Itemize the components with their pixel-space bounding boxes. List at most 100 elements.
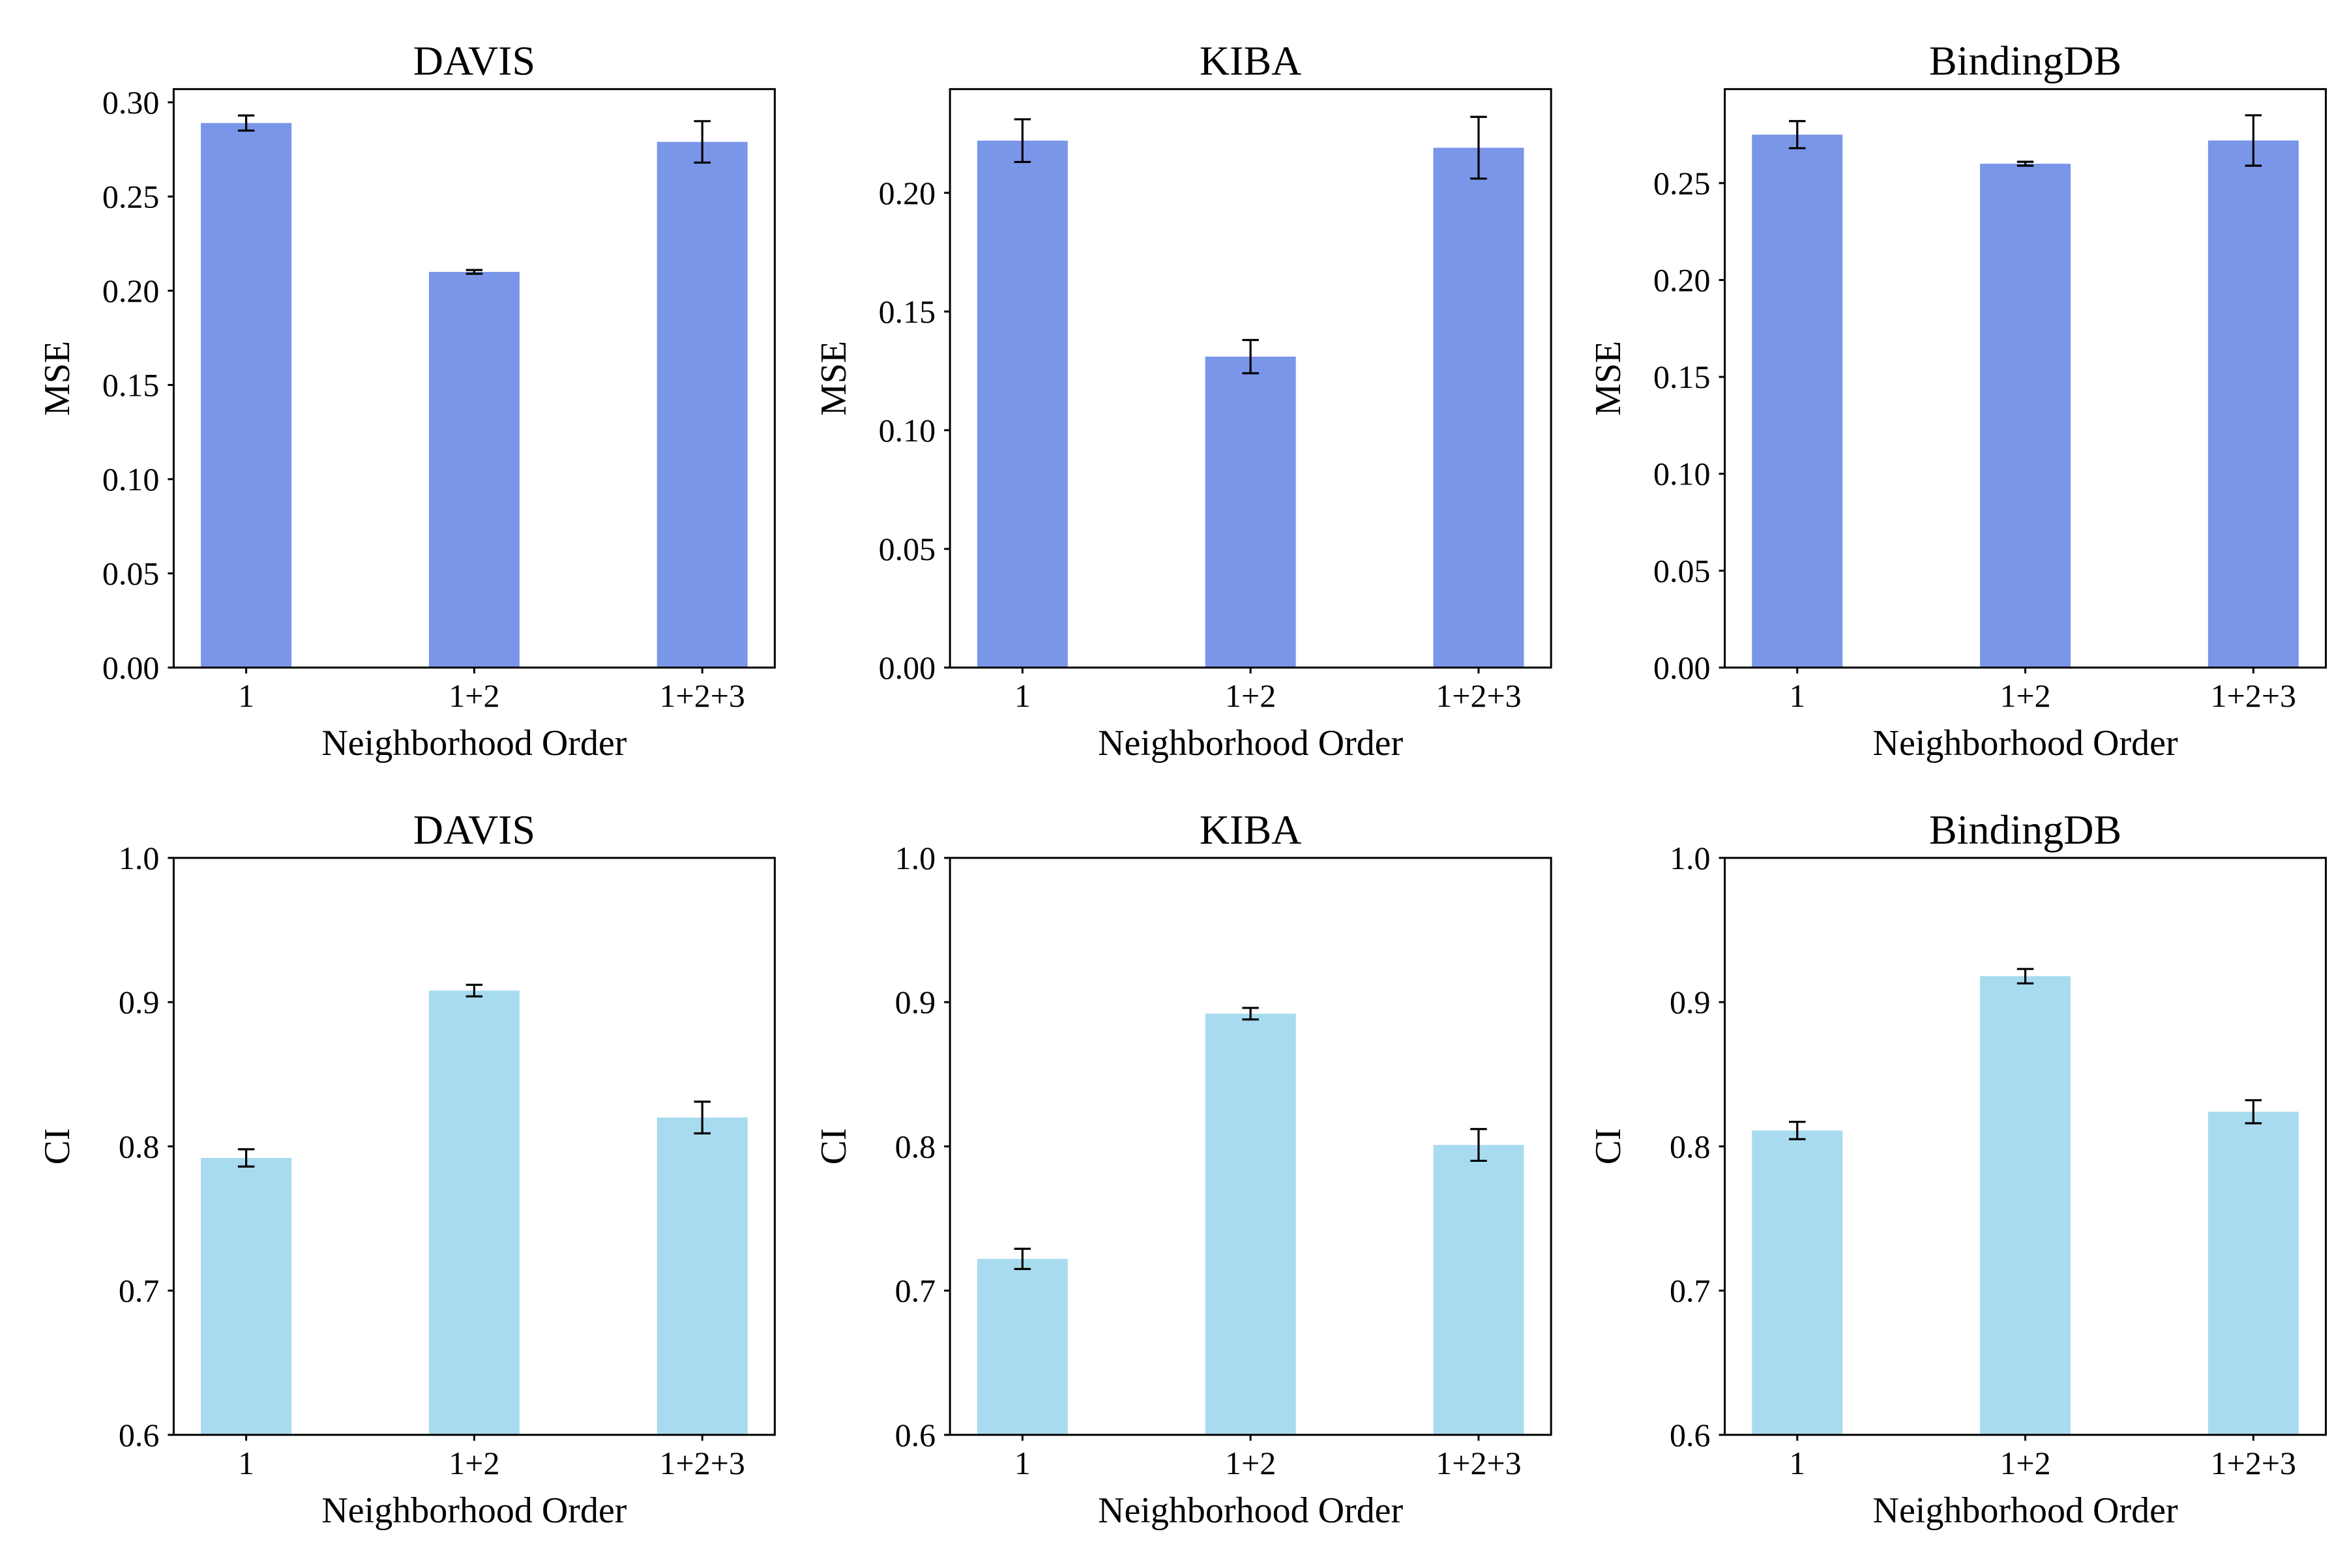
bar-1: [201, 1158, 292, 1435]
error-bar-1+2: [465, 983, 483, 998]
y-tick-label: 0.7: [895, 1273, 936, 1309]
chart-title: DAVIS: [413, 806, 535, 853]
error-bar-1+2+3: [2245, 1099, 2262, 1125]
error-bar-1: [1014, 1247, 1031, 1270]
y-tick-label: 0.10: [1653, 456, 1711, 492]
error-bar-1: [1789, 120, 1806, 149]
y-axis-label: MSE: [814, 341, 854, 416]
y-tick-label: 0.15: [102, 366, 160, 403]
y-tick-label: 0.20: [879, 175, 936, 211]
x-tick-label: 1+2: [2000, 1445, 2050, 1481]
y-tick-label: 0.8: [895, 1128, 936, 1164]
chart-title: BindingDB: [1929, 38, 2121, 84]
x-tick-label: 1+2: [2000, 677, 2050, 714]
chart-title: DAVIS: [413, 38, 535, 84]
y-axis-label: MSE: [37, 341, 78, 416]
bar-1: [977, 1258, 1068, 1435]
chart-panel-5: 0.6 0.7 0.8 0.9 1.0 1 1+2 1+2+3 KIBA Neighborhood…: [814, 806, 1552, 1531]
bar-1+2+3: [657, 1117, 748, 1435]
y-tick-label: 0.25: [1653, 165, 1711, 201]
y-tick-label: 0.9: [895, 984, 936, 1020]
y-tick-label: 0.15: [1653, 359, 1711, 395]
bar-1+2+3: [2207, 1112, 2299, 1435]
y-tick-label: 0.00: [1653, 649, 1711, 686]
y-tick-label: 0.8: [119, 1128, 160, 1164]
error-bar-1: [237, 114, 255, 132]
bar-1+2: [428, 990, 520, 1435]
chart-panel-1: 0.00 0.05 0.10 0.15 0.20 0.25 0.30 1 1+2 1+2+3 DAV…: [37, 38, 776, 763]
error-bar-1+2: [2016, 160, 2034, 167]
y-tick-label: 0.25: [102, 178, 160, 214]
bar-1+2: [1205, 1013, 1296, 1435]
y-tick-label: 0.00: [879, 649, 936, 686]
bar-1+2: [1980, 976, 2071, 1435]
y-tick-label: 0.10: [879, 412, 936, 449]
x-tick-label: 1+2: [449, 1445, 499, 1481]
y-tick-label: 0.6: [1670, 1417, 1711, 1453]
bar-1+2+3: [2207, 140, 2299, 668]
y-tick-label: 0.30: [102, 84, 160, 121]
error-bar-1+2: [1242, 338, 1259, 375]
bar-1: [1752, 1130, 1843, 1435]
y-tick-label: 0.10: [102, 461, 160, 497]
y-tick-label: 0.7: [119, 1273, 160, 1309]
x-tick-label: 1: [238, 1445, 254, 1481]
bar-1: [1752, 134, 1843, 668]
chart-panel-4: 0.6 0.7 0.8 0.9 1.0 1 1+2 1+2+3 DAVIS Neighborhoo…: [37, 806, 776, 1531]
y-tick-label: 0.05: [879, 531, 936, 567]
x-tick-label: 1+2: [1225, 677, 1276, 714]
bar-1+2+3: [657, 141, 748, 668]
x-tick-label: 1: [1789, 1445, 1805, 1481]
error-bar-1+2+3: [1470, 1128, 1487, 1162]
bar-1+2: [428, 272, 520, 668]
y-tick-label: 0.20: [1653, 261, 1711, 298]
x-tick-label: 1+2: [1225, 1445, 1276, 1481]
x-tick-label: 1+2+3: [2211, 677, 2296, 714]
y-axis-label: MSE: [1588, 341, 1629, 416]
y-tick-label: 0.6: [895, 1417, 936, 1453]
x-axis-label: Neighborhood Order: [1873, 723, 2178, 763]
y-tick-label: 0.00: [102, 649, 160, 686]
error-bar-1+2+3: [2245, 114, 2262, 167]
x-axis-label: Neighborhood Order: [321, 723, 627, 763]
y-tick-label: 0.8: [1670, 1128, 1711, 1164]
error-bar-1+2+3: [694, 1101, 711, 1134]
bar-1+2: [1980, 164, 2071, 668]
bar-1: [201, 123, 292, 668]
y-tick-label: 0.05: [1653, 552, 1711, 589]
y-axis-label: CI: [1588, 1128, 1629, 1164]
chart-title: KIBA: [1200, 38, 1301, 84]
x-axis-label: Neighborhood Order: [1098, 1490, 1403, 1531]
y-tick-label: 0.15: [879, 293, 936, 330]
error-bar-1+2: [2016, 968, 2034, 984]
error-bar-1: [237, 1148, 255, 1168]
x-tick-label: 1: [1014, 1445, 1031, 1481]
y-tick-label: 0.20: [102, 273, 160, 309]
x-axis-label: Neighborhood Order: [1873, 1490, 2178, 1531]
error-bar-1+2+3: [694, 120, 711, 164]
x-tick-label: 1+2+3: [660, 1445, 745, 1481]
y-tick-label: 1.0: [119, 840, 160, 876]
error-bar-1: [1789, 1121, 1806, 1140]
y-tick-label: 0.6: [119, 1417, 160, 1453]
chart-panel-2: 0.00 0.05 0.10 0.15 0.20 1 1+2 1+2+3 KIBA Neighbo…: [814, 38, 1552, 763]
x-tick-label: 1+2+3: [1436, 1445, 1521, 1481]
chart-panel-3: 0.00 0.05 0.10 0.15 0.20 0.25 1 1+2 1+2+3 Binding…: [1588, 38, 2327, 763]
bar-1+2+3: [1433, 1145, 1524, 1435]
x-axis-label: Neighborhood Order: [1098, 723, 1403, 763]
x-tick-label: 1+2+3: [1436, 677, 1521, 714]
chart-panel-6: 0.6 0.7 0.8 0.9 1.0 1 1+2 1+2+3 BindingDB Neighbo…: [1588, 806, 2327, 1531]
error-bar-1+2: [1242, 1007, 1259, 1021]
y-tick-label: 0.7: [1670, 1273, 1711, 1309]
x-tick-label: 1+2+3: [660, 677, 745, 714]
chart-title: KIBA: [1200, 806, 1301, 853]
bar-1: [977, 140, 1068, 668]
x-tick-label: 1: [1789, 677, 1805, 714]
error-bar-1+2+3: [1470, 115, 1487, 180]
y-tick-label: 0.9: [1670, 984, 1711, 1020]
y-tick-label: 0.9: [119, 984, 160, 1020]
x-axis-label: Neighborhood Order: [321, 1490, 627, 1531]
x-tick-label: 1: [238, 677, 254, 714]
